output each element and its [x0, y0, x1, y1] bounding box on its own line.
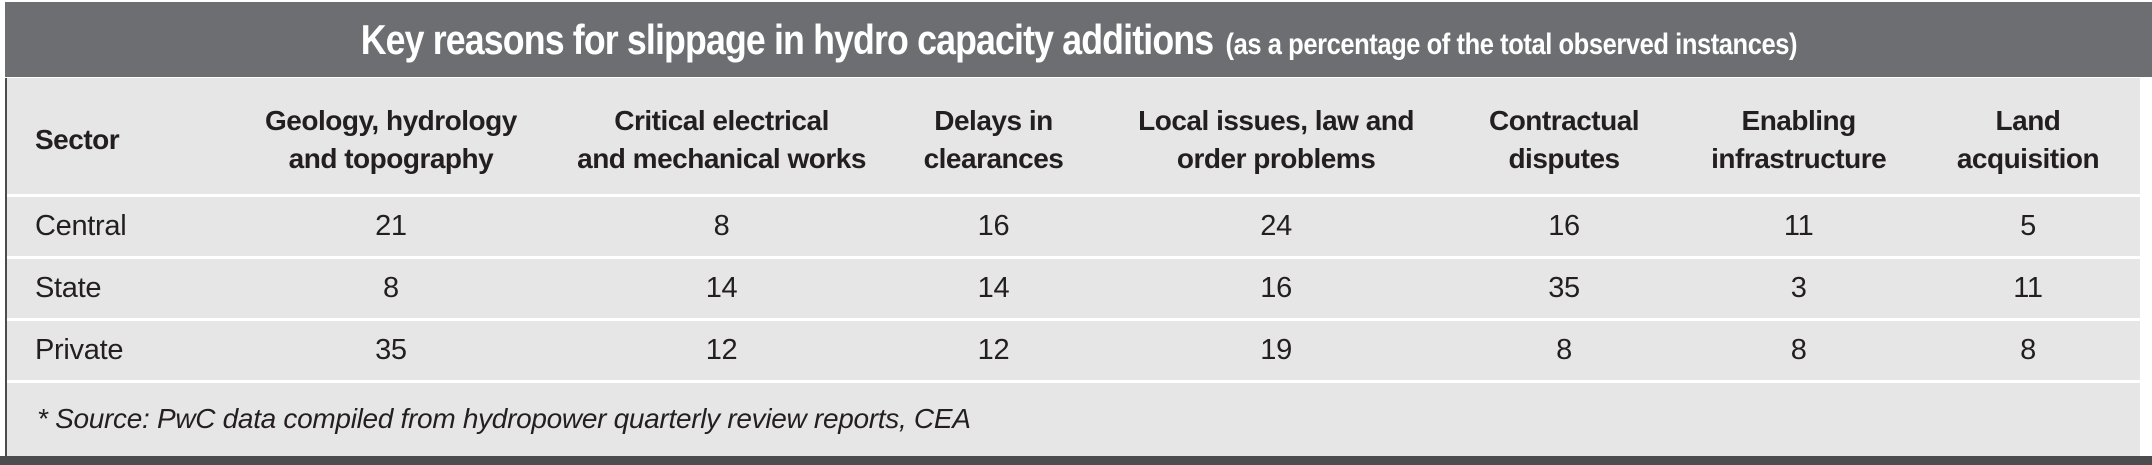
value-cell: 3 — [1681, 257, 1916, 321]
column-header-clearances: Delays in clearances — [881, 78, 1106, 197]
column-header-infrastructure: Enabling infrastructure — [1681, 78, 1916, 197]
table-title: Key reasons for slippage in hydro capaci… — [360, 16, 1213, 63]
table-row-state: State 8 14 14 16 35 3 11 — [7, 257, 2140, 321]
source-footnote: * Source: PwC data compiled from hydropo… — [37, 402, 971, 434]
column-header-local-issues: Local issues, law and order problems — [1105, 78, 1447, 197]
value-cell: 24 — [1105, 195, 1447, 259]
value-cell: 12 — [881, 319, 1106, 383]
bottom-rule — [0, 456, 2152, 465]
header-row: Sector Geology, hydrology and topography… — [7, 78, 2140, 197]
value-cell: 16 — [881, 195, 1106, 259]
value-cell: 35 — [1446, 257, 1682, 321]
value-cell: 8 — [1915, 319, 2140, 383]
value-cell: 11 — [1681, 195, 1916, 259]
value-cell: 5 — [1915, 195, 2140, 259]
value-cell: 19 — [1105, 319, 1447, 383]
value-cell: 11 — [1915, 257, 2140, 321]
value-cell: 8 — [1681, 319, 1916, 383]
table-subtitle: (as a percentage of the total observed i… — [1225, 28, 1797, 61]
value-cell: 21 — [220, 195, 562, 259]
value-cell: 35 — [220, 319, 562, 383]
table-row-private: Private 35 12 12 19 8 8 8 — [7, 319, 2140, 383]
column-header-electrical: Critical electrical and mechanical works — [561, 78, 882, 197]
value-cell: 16 — [1105, 257, 1447, 321]
sector-cell: Private — [7, 319, 221, 383]
column-header-sector: Sector — [7, 78, 221, 197]
sector-cell: State — [7, 257, 221, 321]
slippage-table: Sector Geology, hydrology and topography… — [7, 78, 2140, 383]
value-cell: 8 — [561, 195, 882, 259]
table-title-group: Key reasons for slippage in hydro capaci… — [360, 2, 1797, 87]
table-row-central: Central 21 8 16 24 16 11 5 — [7, 195, 2140, 259]
column-header-land: Land acquisition — [1915, 78, 2140, 197]
column-header-geology: Geology, hydrology and topography — [220, 78, 562, 197]
value-cell: 16 — [1446, 195, 1682, 259]
value-cell: 8 — [220, 257, 562, 321]
column-header-contractual: Contractual disputes — [1446, 78, 1682, 197]
table-title-bar: Key reasons for slippage in hydro capaci… — [5, 2, 2152, 77]
value-cell: 8 — [1446, 319, 1682, 383]
value-cell: 14 — [561, 257, 882, 321]
sector-cell: Central — [7, 195, 221, 259]
value-cell: 12 — [561, 319, 882, 383]
table-body-panel: Sector Geology, hydrology and topography… — [5, 78, 2140, 457]
value-cell: 14 — [881, 257, 1106, 321]
